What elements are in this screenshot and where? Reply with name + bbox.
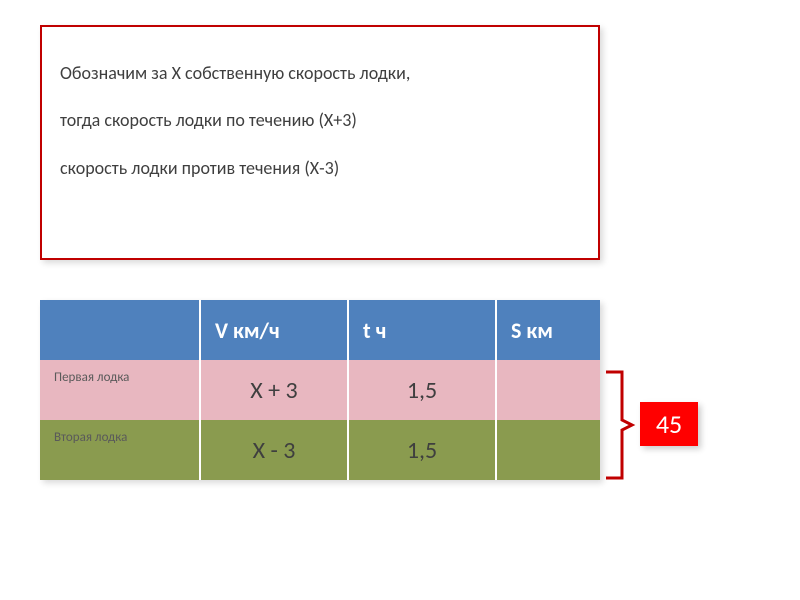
cell-v: Х + 3 (200, 360, 348, 420)
text-line-3: скорость лодки против течения (Х-3) (60, 157, 580, 180)
row-label: Первая лодка (40, 360, 200, 420)
data-table: V км/ч t ч S км Первая лодка Х + 3 1,5 В… (40, 300, 600, 480)
table-row: Первая лодка Х + 3 1,5 (40, 360, 600, 420)
col-header-t: t ч (348, 300, 496, 360)
problem-text-box: Обозначим за Х собственную скорость лодк… (40, 25, 600, 260)
table-row: Вторая лодка Х - 3 1,5 (40, 420, 600, 480)
cell-v: Х - 3 (200, 420, 348, 480)
total-badge: 45 (640, 402, 698, 446)
text-line-2: тогда скорость лодки по течению (Х+3) (60, 109, 580, 132)
col-header-v: V км/ч (200, 300, 348, 360)
cell-t: 1,5 (348, 360, 496, 420)
cell-t: 1,5 (348, 420, 496, 480)
cell-s (496, 420, 600, 480)
row-label: Вторая лодка (40, 420, 200, 480)
col-header-label (40, 300, 200, 360)
table-header-row: V км/ч t ч S км (40, 300, 600, 360)
cell-s (496, 360, 600, 420)
col-header-s: S км (496, 300, 600, 360)
total-value: 45 (656, 408, 682, 440)
text-line-1: Обозначим за Х собственную скорость лодк… (60, 62, 580, 85)
bracket-icon (604, 370, 634, 480)
